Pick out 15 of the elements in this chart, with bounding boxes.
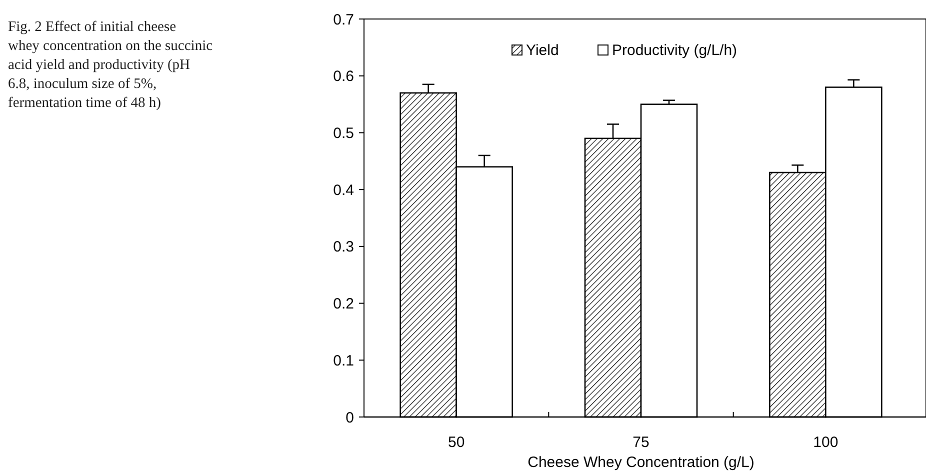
x-tick-label: 75 (632, 434, 650, 451)
y-tick-label: 0.3 (333, 238, 354, 256)
caption: Fig. 2 Effect of initial cheese whey concentration on the succinic acid yield and productivity (pH 6.8, inoculum size of 5%, fermentation time of 48 h) (8, 19, 213, 111)
y-tick-label: 0.2 (333, 296, 354, 313)
x-axis-title: Cheese Whey Concentration (g/L) (528, 454, 754, 471)
y-tick-label: 0.4 (333, 182, 354, 199)
legend-label: Yield (526, 42, 559, 59)
y-tick-label: 0.1 (333, 352, 354, 370)
y-tick-label: 0.7 (333, 11, 354, 28)
y-tick-label: 0.5 (333, 124, 354, 142)
x-tick-label: 50 (448, 434, 465, 451)
x-tick-label: 100 (813, 434, 838, 451)
legend-label: Productivity (g/L/h) (612, 42, 738, 59)
y-tick-label: 0.6 (333, 68, 354, 86)
y-tick-label: 0 (346, 409, 354, 426)
